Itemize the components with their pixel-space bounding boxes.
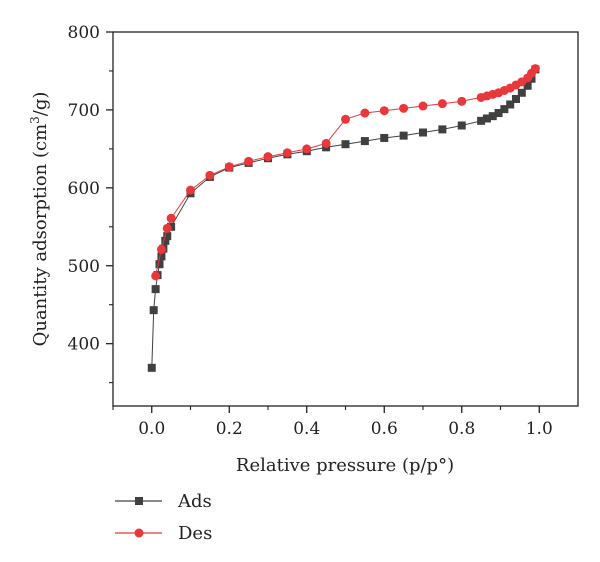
data-point-ads xyxy=(438,125,447,134)
y-axis: 400 500 600 700 800 xyxy=(68,23,113,384)
y-tick-label: 400 xyxy=(68,335,100,355)
data-point-des xyxy=(224,162,234,172)
y-tick-label: 500 xyxy=(68,257,100,277)
y-axis-title: Quantity adsorption (cm3/g) xyxy=(28,92,51,347)
data-point-des xyxy=(457,96,467,106)
data-point-des xyxy=(263,152,273,162)
y-axis-title-superscript: 3 xyxy=(28,116,42,124)
data-point-des xyxy=(186,185,195,195)
legend-item-des: Des xyxy=(115,523,212,544)
x-tick-label: 0.8 xyxy=(448,419,475,439)
data-point-des xyxy=(418,101,428,111)
legend-label-ads: Ads xyxy=(177,491,212,512)
legend-marker-ads xyxy=(135,497,143,505)
data-point-des xyxy=(151,271,161,281)
data-point-ads xyxy=(477,116,486,125)
data-point-ads xyxy=(399,131,408,140)
legend-item-ads: Ads xyxy=(115,491,212,512)
series-ads xyxy=(147,65,540,372)
data-point-ads xyxy=(157,252,166,261)
series-des xyxy=(151,64,540,281)
x-axis: 0.0 0.2 0.4 0.6 0.8 1.0 xyxy=(112,406,553,439)
data-point-des xyxy=(321,138,331,148)
data-point-des xyxy=(399,103,409,113)
x-axis-title: Relative pressure (p/p°) xyxy=(236,455,454,476)
data-point-des xyxy=(360,108,370,118)
data-point-ads xyxy=(506,100,515,109)
data-point-ads xyxy=(163,232,172,241)
data-point-ads xyxy=(147,363,156,372)
data-point-ads xyxy=(482,114,491,123)
data-point-des xyxy=(205,170,215,180)
data-point-des xyxy=(530,64,540,74)
data-point-ads xyxy=(380,133,389,142)
data-point-ads xyxy=(161,236,170,245)
data-point-ads xyxy=(500,105,509,114)
data-point-des xyxy=(156,244,166,254)
legend: Ads Des xyxy=(115,491,212,544)
x-tick-label: 0.6 xyxy=(371,419,398,439)
y-tick-label: 800 xyxy=(68,23,100,43)
data-point-des xyxy=(341,114,350,124)
x-tick-label: 0.2 xyxy=(216,419,243,439)
data-point-des xyxy=(162,223,172,233)
data-point-des xyxy=(379,106,389,116)
legend-marker-des xyxy=(134,528,144,538)
data-point-ads xyxy=(151,285,160,294)
y-tick-label: 600 xyxy=(68,179,100,199)
data-point-ads xyxy=(457,121,466,130)
data-point-des xyxy=(282,148,292,158)
data-point-ads xyxy=(488,112,497,121)
legend-label-des: Des xyxy=(178,523,212,544)
data-point-ads xyxy=(155,260,164,269)
data-point-ads xyxy=(523,81,532,90)
data-point-des xyxy=(302,144,312,154)
y-axis-title-main: Quantity adsorption (cm xyxy=(30,124,51,347)
x-tick-label: 1.0 xyxy=(526,419,553,439)
x-tick-label: 0.0 xyxy=(138,419,165,439)
data-point-ads xyxy=(341,140,350,149)
data-point-ads xyxy=(517,88,526,97)
data-point-ads xyxy=(494,109,503,118)
data-point-ads xyxy=(419,128,427,137)
data-point-ads xyxy=(512,95,520,104)
data-point-ads xyxy=(149,306,158,315)
data-point-des xyxy=(244,156,254,166)
y-axis-title-tail: /g) xyxy=(30,92,51,117)
series-layer xyxy=(147,64,540,372)
data-point-des xyxy=(437,99,447,109)
series-line-ads xyxy=(151,69,536,368)
y-tick-label: 700 xyxy=(68,101,100,121)
x-tick-label: 0.4 xyxy=(293,419,320,439)
data-point-des xyxy=(166,213,176,223)
data-point-ads xyxy=(360,137,369,146)
